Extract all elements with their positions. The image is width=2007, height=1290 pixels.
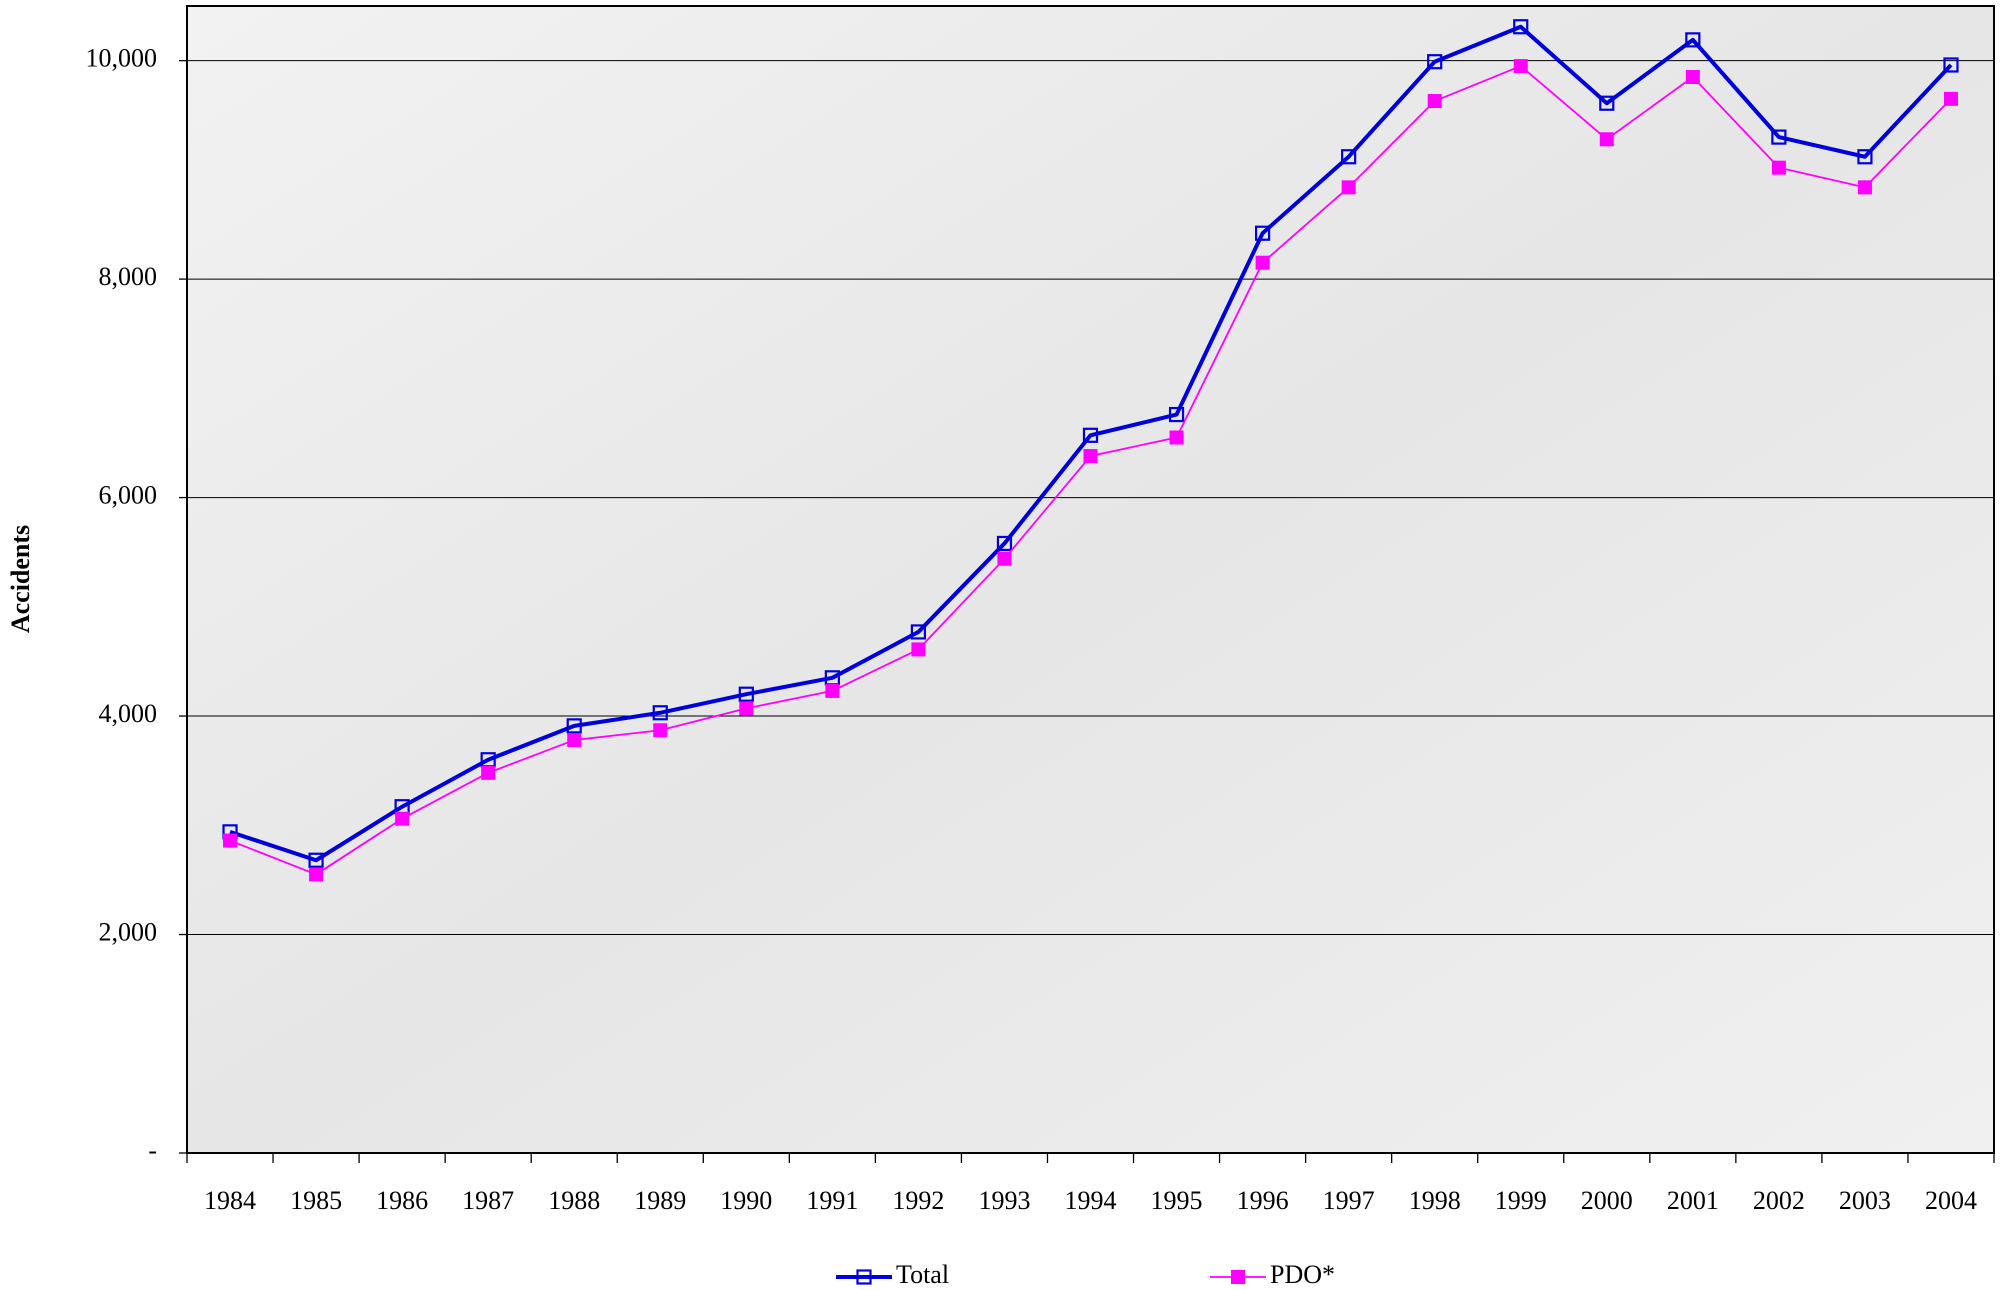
x-tick-label: 1998 (1409, 1186, 1461, 1215)
data-point (1428, 95, 1441, 108)
legend-label: Total (896, 1260, 949, 1289)
x-tick-label: 2003 (1839, 1186, 1891, 1215)
y-axis-label: Accidents (6, 525, 35, 633)
plot-background (187, 6, 1994, 1153)
x-tick-label: 1991 (806, 1186, 858, 1215)
data-point (740, 702, 753, 715)
x-tick-label: 1989 (634, 1186, 686, 1215)
legend-label: PDO* (1270, 1260, 1335, 1289)
x-tick-label: 1985 (290, 1186, 342, 1215)
data-point (1170, 431, 1183, 444)
data-point (912, 643, 925, 656)
legend-marker (1232, 1271, 1245, 1284)
data-point (1084, 450, 1097, 463)
x-tick-label: 2001 (1667, 1186, 1719, 1215)
x-tick-label: 1997 (1323, 1186, 1375, 1215)
data-point (1858, 181, 1871, 194)
data-point (1342, 181, 1355, 194)
x-tick-label: 2004 (1925, 1186, 1977, 1215)
y-tick-label: 8,000 (99, 262, 158, 291)
data-point (1772, 161, 1785, 174)
y-tick-label: 2,000 (99, 917, 158, 946)
x-tick-label: 1994 (1065, 1186, 1117, 1215)
x-tick-label: 1995 (1151, 1186, 1203, 1215)
x-tick-label: 1993 (978, 1186, 1030, 1215)
data-point (482, 766, 495, 779)
chart: Accidents - 2,000 4,000 6,000 8,000 10,000 198… (0, 0, 2007, 1290)
data-point (310, 868, 323, 881)
x-tick-label: 1999 (1495, 1186, 1547, 1215)
data-point (568, 734, 581, 747)
data-point (1686, 71, 1699, 84)
data-point (1256, 256, 1269, 269)
x-tick-label: 2000 (1581, 1186, 1633, 1215)
data-point (396, 812, 409, 825)
x-tick-label: 1987 (462, 1186, 514, 1215)
data-point (826, 684, 839, 697)
x-tick-label: 1996 (1237, 1186, 1289, 1215)
data-point (1514, 60, 1527, 73)
x-tick-label: 1990 (720, 1186, 772, 1215)
x-tick-label: 1992 (892, 1186, 944, 1215)
data-point (998, 552, 1011, 565)
y-tick-label: 10,000 (86, 44, 158, 73)
data-point (654, 724, 667, 737)
x-tick-label: 2002 (1753, 1186, 1805, 1215)
y-tick-label: 6,000 (99, 481, 158, 510)
data-point (1600, 133, 1613, 146)
data-point (224, 834, 237, 847)
y-tick-label: - (148, 1136, 157, 1165)
y-tick-label: 4,000 (99, 699, 158, 728)
x-tick-label: 1988 (548, 1186, 600, 1215)
x-tick-label: 1984 (204, 1186, 256, 1215)
data-point (1944, 92, 1957, 105)
x-tick-label: 1986 (376, 1186, 428, 1215)
